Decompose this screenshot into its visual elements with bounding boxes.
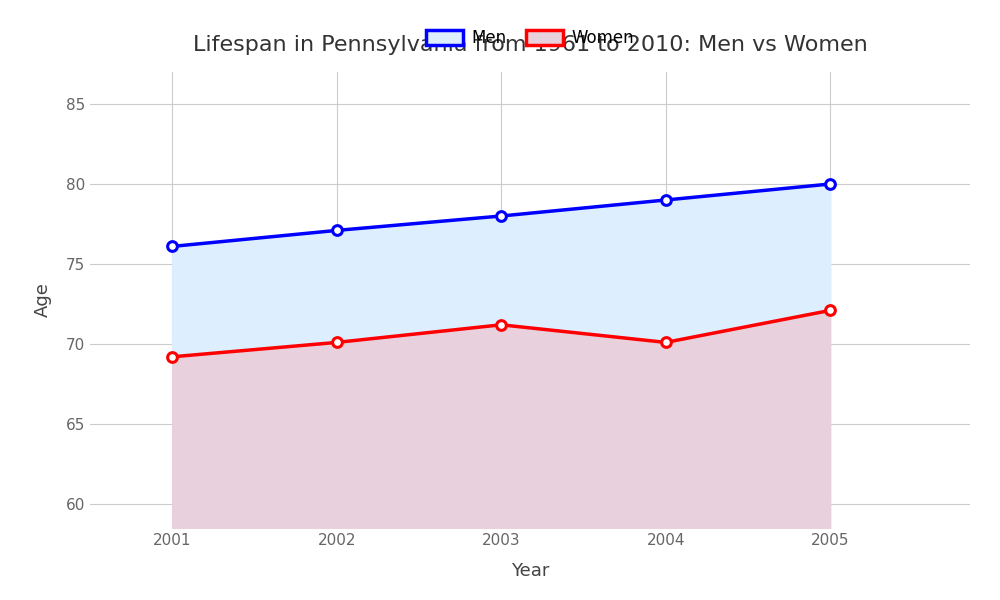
Legend: Men, Women: Men, Women (418, 21, 642, 56)
Title: Lifespan in Pennsylvania from 1961 to 2010: Men vs Women: Lifespan in Pennsylvania from 1961 to 20… (193, 35, 867, 55)
Y-axis label: Age: Age (34, 283, 52, 317)
X-axis label: Year: Year (511, 562, 549, 580)
